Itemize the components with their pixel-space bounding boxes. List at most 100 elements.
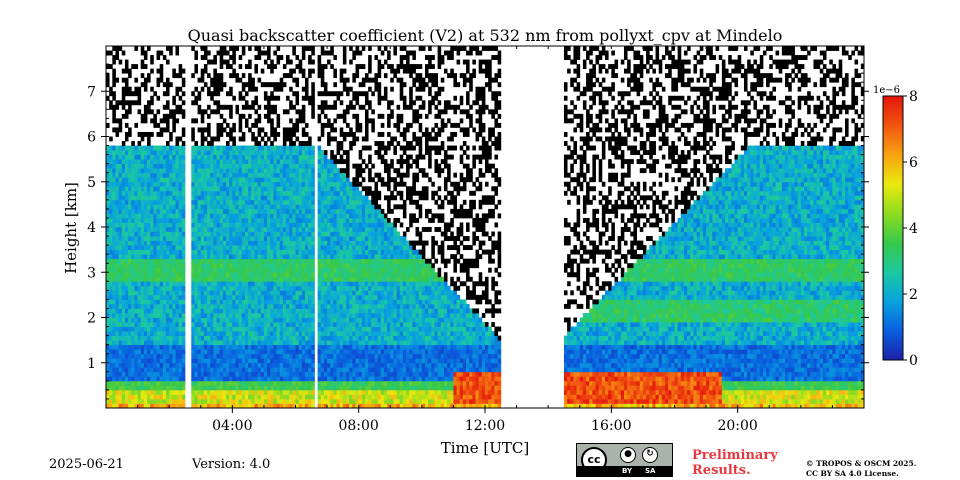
heatmap-cell	[162, 172, 167, 178]
heatmap-cell	[118, 358, 123, 364]
heatmap-cell	[260, 217, 265, 223]
heatmap-cell	[251, 362, 255, 368]
heatmap-cell	[124, 245, 129, 251]
heatmap-cell	[301, 340, 306, 346]
heatmap-cell	[197, 353, 202, 359]
heatmap-cell	[203, 136, 208, 142]
heatmap-cell	[118, 403, 123, 409]
heatmap-cell	[301, 294, 306, 300]
heatmap-cell	[279, 281, 284, 287]
heatmap-cell	[308, 254, 312, 260]
heatmap-cell	[162, 389, 167, 395]
heatmap-cell	[295, 349, 300, 355]
heatmap-cell	[178, 222, 183, 228]
heatmap-cell	[203, 267, 208, 273]
heatmap-cell	[162, 263, 167, 269]
heatmap-cell	[257, 267, 262, 273]
heatmap-cell	[241, 285, 246, 291]
heatmap-cell	[109, 349, 113, 355]
heatmap-cell	[304, 340, 309, 346]
heatmap-cell	[304, 335, 309, 341]
heatmap-cell	[263, 245, 268, 251]
heatmap-cell	[311, 308, 315, 314]
heatmap-cell	[112, 335, 116, 341]
heatmap-cell	[295, 127, 300, 133]
heatmap-cell	[181, 276, 186, 282]
heatmap-cell	[235, 150, 240, 155]
heatmap-cell	[140, 217, 145, 223]
heatmap-cell	[137, 290, 142, 296]
heatmap-cell	[298, 64, 303, 70]
heatmap-cell	[162, 394, 167, 400]
heatmap-cell	[203, 50, 208, 56]
heatmap-cell	[248, 77, 252, 83]
heatmap-cell	[140, 245, 145, 251]
heatmap-cell	[241, 227, 246, 232]
heatmap-cell	[112, 317, 116, 323]
heatmap-cell	[327, 317, 331, 323]
heatmap-cell	[289, 168, 293, 174]
heatmap-cell	[289, 136, 293, 142]
heatmap-cell	[197, 186, 202, 192]
heatmap-cell	[197, 245, 202, 251]
heatmap-cell	[339, 272, 344, 278]
heatmap-cell	[172, 73, 176, 79]
heatmap-cell	[267, 150, 271, 155]
heatmap-cell	[203, 204, 208, 210]
heatmap-cell	[232, 145, 236, 151]
heatmap-cell	[121, 100, 126, 106]
heatmap-cell	[147, 204, 151, 210]
heatmap-cell	[128, 294, 132, 300]
heatmap-cell	[241, 294, 246, 300]
heatmap-cell	[235, 172, 240, 178]
heatmap-cell	[235, 199, 240, 205]
heatmap-cell	[244, 118, 249, 124]
heatmap-cell	[222, 208, 227, 214]
heatmap-cell	[128, 249, 132, 255]
heatmap-cell	[336, 186, 341, 192]
heatmap-cell	[194, 177, 198, 183]
heatmap-cell	[219, 131, 224, 137]
heatmap-cell	[216, 159, 221, 165]
heatmap-cell	[267, 335, 271, 341]
heatmap-cell	[267, 349, 271, 355]
heatmap-cell	[181, 186, 186, 192]
heatmap-cell	[159, 50, 164, 56]
heatmap-cell	[140, 358, 145, 364]
heatmap-cell	[207, 335, 211, 341]
heatmap-cell	[191, 168, 195, 174]
heatmap-cell	[317, 312, 322, 318]
heatmap-cell	[137, 394, 142, 400]
heatmap-cell	[216, 389, 221, 395]
heatmap-cell	[166, 303, 170, 309]
heatmap-cell	[124, 344, 129, 350]
heatmap-cell	[286, 213, 290, 219]
heatmap-cell	[235, 340, 240, 346]
heatmap-cell	[118, 371, 123, 377]
heatmap-cell	[295, 231, 300, 237]
heatmap-cell	[273, 104, 277, 110]
heatmap-cell	[298, 245, 303, 251]
heatmap-cell	[147, 362, 151, 368]
heatmap-cell	[216, 204, 221, 210]
heatmap-cell	[121, 385, 126, 391]
heatmap-cell	[346, 163, 350, 169]
heatmap-cell	[213, 362, 217, 368]
heatmap-cell	[342, 217, 347, 223]
heatmap-cell	[159, 73, 164, 79]
heatmap-cell	[229, 254, 233, 260]
heatmap-cell	[251, 276, 255, 282]
heatmap-cell	[222, 285, 227, 291]
heatmap-cell	[178, 95, 183, 101]
heatmap-cell	[238, 159, 243, 165]
heatmap-cell	[118, 281, 123, 287]
heatmap-cell	[213, 344, 217, 350]
heatmap-cell	[226, 326, 230, 332]
heatmap-cell	[226, 131, 230, 137]
heatmap-cell	[121, 312, 126, 318]
heatmap-cell	[232, 380, 236, 386]
heatmap-cell	[153, 172, 157, 178]
heatmap-cell	[304, 263, 309, 269]
heatmap-cell	[175, 263, 180, 269]
heatmap-cell	[304, 240, 309, 246]
